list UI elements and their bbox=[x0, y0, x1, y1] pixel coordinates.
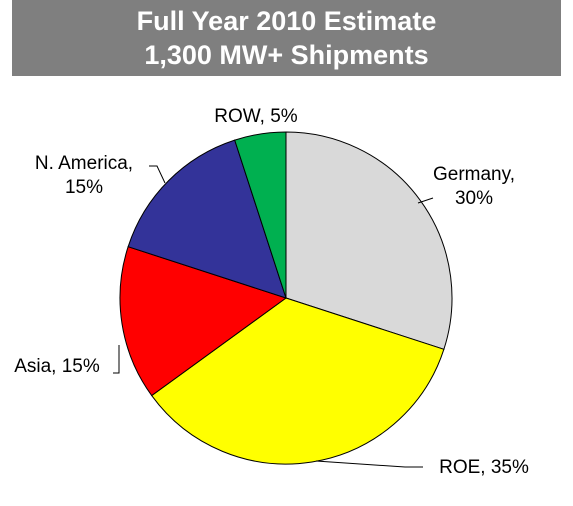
pie-slices bbox=[119, 131, 453, 465]
leader-line-n-america bbox=[149, 165, 166, 184]
leader-line-asia bbox=[113, 345, 120, 374]
chart-title-banner: Full Year 2010 Estimate 1,300 MW+ Shipme… bbox=[12, 0, 561, 76]
chart-title: Full Year 2010 Estimate bbox=[136, 6, 437, 36]
pie-slice-n-america bbox=[127, 139, 287, 299]
slice-label-germany: Germany, 30% bbox=[433, 164, 515, 209]
slice-label-asia: Asia, 15% bbox=[14, 356, 100, 377]
pie-slice-row bbox=[234, 131, 287, 299]
slice-label-n-america: N. America, 15% bbox=[35, 153, 133, 198]
slice-labels: Germany, 30% ROE, 35% Asia, 15% N. America, 1… bbox=[14, 106, 529, 478]
leader-line-roe bbox=[315, 460, 423, 468]
pie-slice-asia bbox=[119, 246, 288, 397]
pie-slice-germany bbox=[285, 131, 453, 350]
chart-subtitle: 1,300 MW+ Shipments bbox=[144, 40, 429, 70]
slice-label-row: ROW, 5% bbox=[214, 106, 298, 127]
leader-line-germany bbox=[417, 197, 434, 204]
leader-lines bbox=[113, 165, 434, 468]
pie-slice-roe bbox=[151, 297, 445, 465]
slice-label-roe: ROE, 35% bbox=[439, 457, 529, 478]
